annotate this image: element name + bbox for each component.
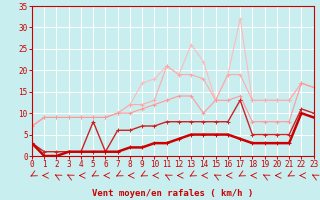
X-axis label: Vent moyen/en rafales ( km/h ): Vent moyen/en rafales ( km/h ): [92, 189, 253, 198]
